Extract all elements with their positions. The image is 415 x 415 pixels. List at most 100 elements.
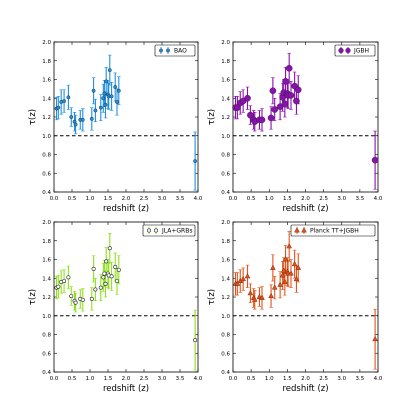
data-point bbox=[372, 335, 378, 342]
data-point bbox=[80, 117, 85, 122]
x-tick-label: 0.5 bbox=[247, 196, 256, 202]
y-tick-label: 1.0 bbox=[221, 314, 230, 320]
x-tick-label: 4.0 bbox=[374, 196, 383, 202]
x-tick-label: 1.0 bbox=[265, 196, 274, 202]
x-tick-label: 2.5 bbox=[319, 196, 328, 202]
y-tick-label: 0.4 bbox=[42, 190, 51, 196]
data-point bbox=[56, 105, 61, 110]
y-tick-label: 2.0 bbox=[42, 40, 51, 46]
data-point bbox=[251, 296, 258, 302]
y-tick-label: 1.4 bbox=[221, 276, 230, 282]
x-tick-label: 1.5 bbox=[104, 196, 113, 202]
data-point bbox=[62, 279, 67, 284]
data-point bbox=[271, 106, 278, 113]
data-point bbox=[234, 280, 241, 286]
data-point bbox=[234, 104, 241, 111]
data-point bbox=[279, 272, 286, 278]
legend-label: BAO bbox=[174, 48, 187, 55]
y-axis-label: τ(z) bbox=[207, 289, 217, 305]
data-point bbox=[267, 114, 275, 122]
data-point bbox=[73, 300, 78, 305]
y-tick-label: 1.2 bbox=[221, 295, 230, 301]
legend-box bbox=[334, 44, 376, 57]
x-axis-label: redshift (z) bbox=[103, 384, 149, 394]
data-point bbox=[73, 122, 78, 127]
legend-marker bbox=[154, 228, 159, 233]
data-point bbox=[93, 108, 98, 113]
y-tick-label: 2.0 bbox=[42, 220, 51, 226]
data-point bbox=[294, 86, 302, 94]
x-tick-label: 0.5 bbox=[68, 196, 77, 202]
legend-marker bbox=[166, 48, 170, 53]
data-point bbox=[280, 267, 287, 273]
data-point bbox=[98, 105, 103, 110]
x-tick-label: 3.5 bbox=[356, 196, 365, 202]
data-point bbox=[103, 281, 108, 286]
data-point bbox=[247, 111, 254, 119]
data-point bbox=[269, 87, 277, 95]
x-tick-label: 0.0 bbox=[229, 196, 238, 202]
legend-marker bbox=[338, 47, 344, 54]
x-tick-label: 1.0 bbox=[265, 376, 274, 382]
x-tick-label: 1.5 bbox=[283, 196, 292, 202]
x-tick-label: 3.5 bbox=[176, 376, 185, 382]
y-tick-label: 1.2 bbox=[221, 115, 230, 121]
y-tick-label: 0.6 bbox=[221, 351, 230, 357]
y-tick-label: 1.8 bbox=[221, 59, 230, 65]
data-point bbox=[281, 100, 289, 108]
data-point bbox=[282, 78, 289, 85]
data-point bbox=[102, 91, 107, 96]
y-tick-label: 2.0 bbox=[221, 220, 230, 226]
data-point bbox=[69, 294, 74, 299]
x-tick-label: 0.0 bbox=[50, 196, 59, 202]
y-tick-label: 1.8 bbox=[42, 239, 51, 245]
data-point bbox=[295, 264, 302, 270]
y-tick-label: 1.0 bbox=[42, 314, 51, 320]
x-tick-label: 2.0 bbox=[122, 376, 131, 382]
data-point bbox=[109, 274, 114, 279]
data-point bbox=[89, 296, 94, 301]
legend: JLA+GRBs bbox=[142, 224, 196, 237]
data-point bbox=[103, 102, 108, 107]
data-point bbox=[268, 292, 274, 298]
y-tick-label: 1.6 bbox=[221, 258, 230, 264]
x-tick-label: 2.5 bbox=[140, 196, 149, 202]
data-point bbox=[104, 259, 109, 264]
y-tick-label: 0.8 bbox=[42, 153, 51, 159]
legend-marker bbox=[294, 227, 300, 233]
x-tick-label: 3.0 bbox=[158, 376, 167, 382]
data-point bbox=[271, 284, 278, 290]
data-point bbox=[287, 92, 295, 99]
y-tick-label: 1.8 bbox=[42, 59, 51, 65]
x-tick-label: 1.5 bbox=[104, 376, 113, 382]
y-tick-label: 0.8 bbox=[221, 333, 230, 339]
data-point bbox=[244, 273, 251, 279]
data-point bbox=[293, 275, 300, 282]
plot-frame bbox=[232, 221, 379, 373]
legend-marker bbox=[159, 48, 163, 53]
y-tick-label: 0.4 bbox=[221, 190, 230, 196]
legend: JGBH bbox=[334, 44, 376, 57]
x-tick-label: 4.0 bbox=[374, 376, 383, 382]
data-point bbox=[91, 88, 96, 93]
data-point bbox=[259, 294, 265, 300]
data-point bbox=[80, 297, 85, 302]
data-point bbox=[193, 338, 198, 343]
y-axis-label: τ(z) bbox=[207, 109, 217, 125]
x-tick-label: 2.0 bbox=[122, 196, 131, 202]
panel-top-right: 0.4 0.6 0.8 1.0 1.2 1.4 1.6 1.8 2.0 0.0 0.5 1.0 1.5 2… bbox=[207, 40, 383, 214]
x-axis-label: redshift (z) bbox=[282, 384, 328, 394]
data-point bbox=[116, 88, 121, 93]
data-point bbox=[258, 116, 266, 124]
y-axis-label: τ(z) bbox=[28, 289, 38, 305]
data-point bbox=[247, 289, 254, 296]
data-point bbox=[288, 270, 294, 276]
legend-marker bbox=[301, 227, 307, 233]
y-tick-label: 1.8 bbox=[221, 239, 230, 245]
data-point bbox=[93, 287, 98, 292]
y-tick-label: 0.8 bbox=[221, 153, 230, 159]
data-point bbox=[98, 285, 103, 290]
data-point bbox=[285, 64, 293, 72]
data-point bbox=[282, 256, 289, 262]
x-tick-label: 3.0 bbox=[158, 196, 167, 202]
